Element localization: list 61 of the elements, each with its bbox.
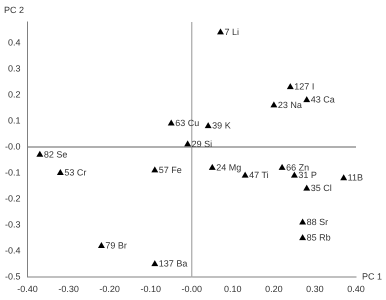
x-tick-label: -0.30: [58, 284, 79, 294]
point: [340, 174, 347, 180]
point: [184, 140, 191, 146]
y-tick-label: -0.2: [4, 194, 21, 204]
annotation: 43 Ca: [310, 94, 335, 105]
annotation: 11B: [348, 172, 364, 183]
annotation: 39 K: [212, 120, 231, 131]
y-tick-label: -0.0: [4, 141, 21, 152]
annotation: 57 Fe: [158, 164, 182, 175]
annotation: 24 Mg: [216, 162, 242, 172]
point: [300, 219, 306, 225]
point: [168, 120, 174, 126]
annotation: 88 Sr: [306, 217, 328, 227]
x-tick-label: -0.00: [181, 284, 202, 294]
y-tick-label: 0.4: [8, 37, 21, 48]
point: [209, 164, 216, 170]
annotation: 53 Cr: [64, 168, 86, 178]
point: [98, 242, 105, 248]
annotation: 63 Cu: [175, 118, 200, 128]
point: [217, 28, 224, 34]
y-tick-label: -0.4: [4, 246, 21, 256]
point: [242, 172, 248, 178]
y-tick-label: -0.1: [4, 168, 21, 178]
x-tick-label: 0.20: [265, 284, 283, 294]
point: [36, 151, 43, 157]
annotation: 47 Ti: [249, 170, 269, 180]
x-tick-label: 0.10: [224, 284, 242, 294]
point: [300, 234, 306, 240]
point: [287, 84, 294, 90]
point: [270, 102, 277, 108]
x-tick-label: -0.10: [140, 284, 161, 294]
point: [304, 185, 310, 191]
x-tick-label: 0.40: [347, 284, 365, 294]
annotation: 85 Rb: [306, 232, 331, 243]
point: [152, 166, 158, 172]
annotation: 23 Na: [278, 100, 302, 110]
annotation: 29 Si: [192, 138, 212, 149]
annotation: 7 Li: [224, 26, 240, 37]
point: [304, 96, 310, 102]
annotation: 31 P: [298, 170, 317, 180]
point: [278, 164, 286, 170]
x-tick-label: -0.20: [99, 284, 120, 294]
y-tick-label: 0.2: [8, 89, 21, 100]
point: [152, 260, 158, 266]
y-tick-label: -0.5: [4, 272, 21, 282]
x-axis-title: PC 1: [362, 272, 382, 282]
annotation: 35 Cl: [310, 183, 332, 194]
y-tick-label: -0.3: [4, 220, 21, 230]
y-tick-label: 0.3: [8, 63, 21, 74]
annotation: 137 Ba: [158, 258, 188, 269]
y-tick-label: 0.1: [8, 115, 21, 126]
point: [57, 170, 64, 176]
x-tick-label: 0.30: [306, 284, 324, 294]
annotation: 82 Se: [44, 149, 68, 160]
x-tick-label: -0.40: [17, 284, 38, 294]
point: [205, 122, 212, 128]
y-axis-title: PC 2: [4, 4, 24, 15]
annotation: 66 Zn: [286, 162, 310, 172]
annotation: 79 Br: [105, 240, 127, 250]
annotation: 127 I: [294, 82, 314, 92]
point: [291, 172, 298, 178]
